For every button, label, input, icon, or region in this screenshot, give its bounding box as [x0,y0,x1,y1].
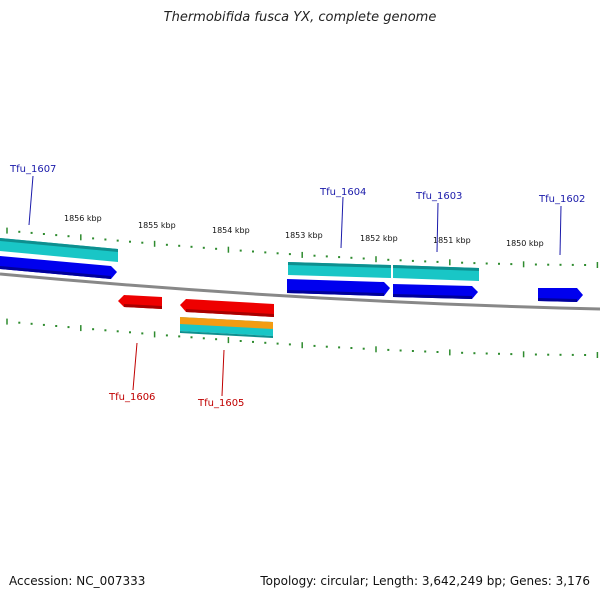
gene-label-tfu1602[interactable]: Tfu_1602 [538,194,585,205]
kbp-label-1855: 1855 kbp [138,221,176,230]
feature-cds-tfu1604[interactable] [288,262,391,278]
feature-cds-tfu1605[interactable] [180,317,273,338]
gene-label-tfu1605[interactable]: Tfu_1605 [197,398,244,409]
leader-line-tfu1602 [559,205,562,256]
feature-gene-tfu1602[interactable] [538,288,583,302]
feature-cds-tfu1603[interactable] [393,265,479,281]
feature-gene-tfu1604[interactable] [287,279,390,296]
leader-line-tfu1605 [221,349,225,397]
map-title: Thermobifida fusca YX, complete genome [163,10,437,25]
feature-cds-tfu1607[interactable] [0,238,118,262]
kbp-label-1852: 1852 kbp [360,234,398,243]
kbp-label-1853: 1853 kbp [285,231,323,240]
kbp-label-1856: 1856 kbp [64,214,102,223]
gene-label-tfu1607[interactable]: Tfu_1607 [9,164,56,175]
leader-line-tfu1603 [436,202,439,253]
feature-gene-tfu1603[interactable] [393,284,478,299]
leader-line-tfu1606 [132,342,138,391]
feature-gene-tfu1607[interactable] [0,256,117,279]
scale-ticks-lower [6,318,599,358]
scale-ticks-upper [6,227,599,268]
leader-line-tfu1604 [340,196,344,249]
accession-text: Accession: NC_007333 [9,574,146,588]
kbp-label-1854: 1854 kbp [212,226,250,235]
feature-gene-tfu1605[interactable] [180,299,274,317]
feature-gene-tfu1606[interactable] [118,295,162,309]
gene-label-tfu1604[interactable]: Tfu_1604 [319,187,366,198]
genome-info-text: Topology: circular; Length: 3,642,249 bp… [260,574,590,588]
gene-label-tfu1606[interactable]: Tfu_1606 [108,392,155,403]
genome-backbone [0,272,600,311]
kbp-label-1851: 1851 kbp [433,236,471,245]
kbp-label-1850: 1850 kbp [506,239,544,248]
gene-label-tfu1603[interactable]: Tfu_1603 [415,191,462,202]
leader-line-tfu1607 [28,175,34,226]
